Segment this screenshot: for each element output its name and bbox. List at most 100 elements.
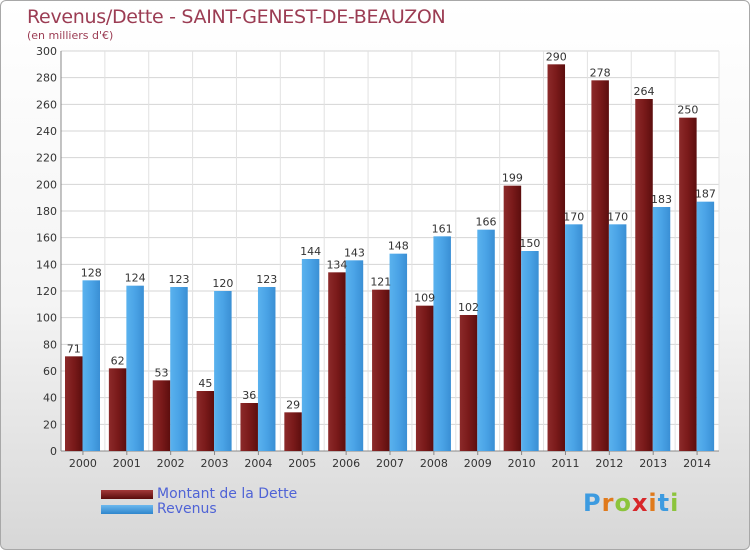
logo-letter: t (657, 489, 671, 517)
bar-dette (152, 380, 171, 451)
x-tick-label: 2013 (639, 457, 667, 470)
x-tick-label: 2001 (113, 457, 141, 470)
data-label-dette: 134 (326, 258, 347, 271)
bar-revenus (257, 287, 276, 451)
bar-revenus (565, 224, 583, 451)
bar-dette (635, 99, 653, 451)
y-tick-label: 220 (36, 152, 57, 165)
x-tick-label: 2002 (157, 457, 185, 470)
data-label-dette: 278 (590, 66, 611, 79)
bar-revenus (521, 251, 539, 451)
data-label-dette: 264 (634, 85, 655, 98)
x-tick-label: 2010 (508, 457, 536, 470)
data-label-dette: 109 (414, 292, 435, 305)
bar-revenus (82, 280, 100, 451)
bar-dette (108, 368, 127, 451)
y-tick-label: 240 (36, 125, 57, 138)
x-tick-label: 2014 (683, 457, 711, 470)
data-label-revenus: 123 (256, 273, 277, 286)
data-label-revenus: 128 (81, 266, 102, 279)
bar-revenus (301, 259, 320, 451)
bar-revenus (170, 287, 188, 451)
bar-dette (328, 272, 346, 451)
data-label-revenus: 170 (607, 210, 628, 223)
legend-swatch-revenus (101, 505, 153, 514)
bar-dette (196, 391, 215, 451)
y-tick-label: 100 (36, 312, 57, 325)
bar-dette (679, 117, 697, 452)
y-tick-label: 280 (36, 72, 57, 85)
bar-revenus (608, 224, 627, 451)
y-tick-label: 260 (36, 98, 57, 111)
bar-dette (591, 80, 609, 451)
chart-subtitle: (en milliers d'€) (27, 29, 114, 42)
data-label-revenus: 148 (388, 240, 409, 253)
x-tick-label: 2005 (288, 457, 316, 470)
logo-letter: i (670, 489, 680, 517)
bar-dette (372, 289, 390, 451)
legend-label-revenus: Revenus (157, 501, 217, 517)
data-label-revenus: 150 (519, 237, 540, 250)
data-label-dette: 62 (111, 354, 125, 367)
data-label-revenus: 144 (300, 245, 321, 258)
data-label-revenus: 161 (432, 222, 453, 235)
logo-letter: i (648, 489, 658, 517)
y-tick-label: 80 (43, 338, 57, 351)
legend-swatch-dette (101, 490, 153, 499)
data-label-dette: 29 (286, 398, 300, 411)
data-label-dette: 53 (154, 366, 168, 379)
x-tick-label: 2008 (420, 457, 448, 470)
bar-revenus (126, 285, 144, 451)
chart-title: Revenus/Dette - SAINT-GENEST-DE-BEAUZON (27, 6, 446, 28)
proxiti-logo: Proxiti (583, 489, 679, 517)
data-label-dette: 250 (677, 104, 698, 117)
data-label-revenus: 187 (695, 188, 716, 201)
x-tick-label: 2000 (69, 457, 97, 470)
y-tick-label: 60 (43, 365, 57, 378)
data-label-dette: 45 (198, 377, 212, 390)
x-tick-label: 2009 (464, 457, 492, 470)
bar-dette (65, 356, 83, 451)
y-tick-label: 120 (36, 285, 57, 298)
data-label-revenus: 183 (651, 193, 672, 206)
bar-dette (415, 305, 434, 451)
logo-letter: P (583, 489, 602, 517)
data-label-revenus: 143 (344, 246, 365, 259)
legend-label-dette: Montant de la Dette (157, 486, 298, 502)
y-tick-label: 160 (36, 232, 57, 245)
bar-revenus (696, 201, 715, 451)
bar-dette (503, 185, 522, 451)
y-tick-label: 0 (50, 445, 57, 458)
bar-revenus (214, 291, 232, 451)
data-label-dette: 36 (242, 389, 256, 402)
y-tick-label: 180 (36, 205, 57, 218)
data-label-revenus: 166 (476, 216, 497, 229)
bar-revenus (652, 207, 671, 451)
x-tick-label: 2004 (244, 457, 272, 470)
data-label-dette: 71 (67, 342, 81, 355)
y-tick-label: 300 (36, 45, 57, 58)
data-label-dette: 121 (370, 276, 391, 289)
bar-dette (459, 315, 478, 451)
data-label-dette: 290 (546, 50, 567, 63)
logo-letter: r (601, 489, 615, 517)
logo-letter: o (614, 489, 632, 517)
x-tick-label: 2012 (595, 457, 623, 470)
bar-dette (240, 403, 258, 451)
y-tick-label: 40 (43, 392, 57, 405)
x-tick-label: 2007 (376, 457, 404, 470)
bar-revenus (433, 236, 451, 451)
x-tick-label: 2011 (551, 457, 579, 470)
bar-dette (284, 412, 302, 451)
y-tick-label: 200 (36, 178, 57, 191)
bar-revenus (345, 260, 364, 451)
data-label-revenus: 123 (168, 273, 189, 286)
data-label-dette: 199 (502, 172, 523, 185)
bar-dette (547, 64, 566, 452)
y-tick-label: 140 (36, 258, 57, 271)
bar-revenus (389, 253, 408, 451)
logo-letter: x (631, 489, 649, 517)
x-tick-label: 2006 (332, 457, 360, 470)
data-label-dette: 102 (458, 301, 479, 314)
